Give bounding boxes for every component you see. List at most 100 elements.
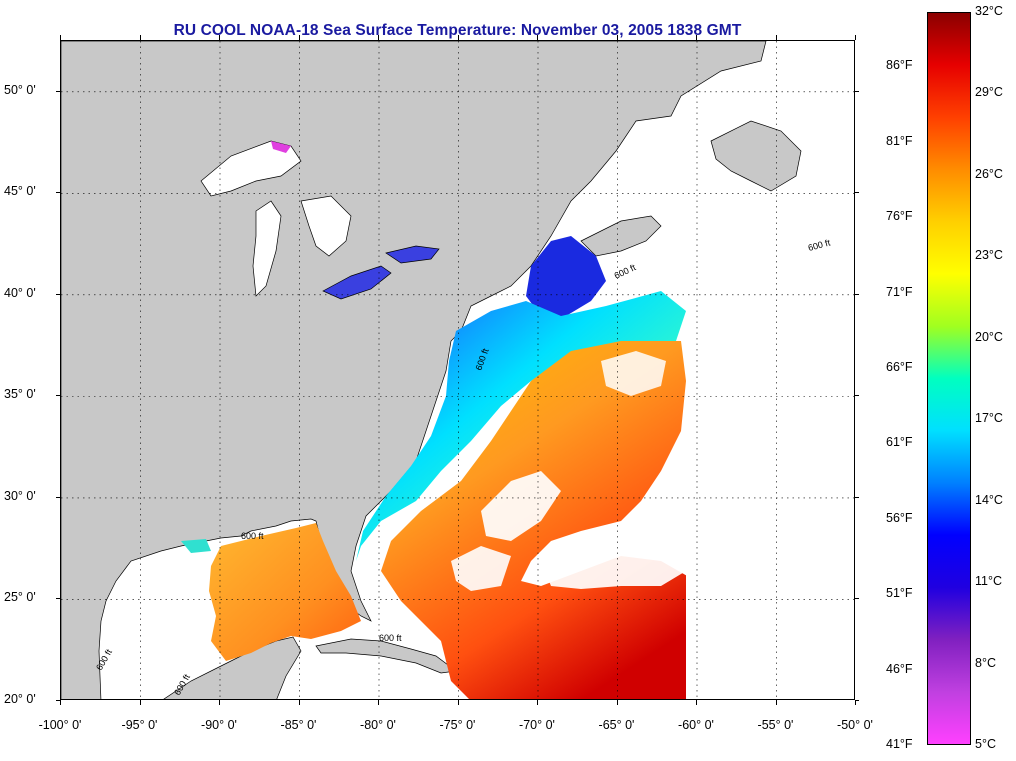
colorbar-fahrenheit-label: 66°F — [886, 359, 913, 374]
colorbar-celsius-label: 23°C — [975, 248, 1003, 263]
lon-tick-label: -90° 0' — [201, 718, 237, 732]
lon-tick — [60, 35, 61, 40]
lake-superior-patch — [271, 141, 291, 153]
lon-tick-label: -70° 0' — [519, 718, 555, 732]
lake-huron — [300, 195, 352, 257]
temperature-colorbar — [927, 12, 971, 745]
lon-tick — [855, 700, 856, 705]
lat-tick — [56, 700, 60, 701]
lat-tick-label: 40° 0' — [4, 285, 36, 300]
lon-tick-label: -95° 0' — [121, 718, 158, 732]
lon-tick — [298, 35, 300, 40]
colorbar-celsius-label: 20°C — [975, 329, 1003, 344]
land-cuba — [315, 638, 457, 674]
colorbar-fahrenheit-label: 86°F — [886, 58, 913, 73]
lon-tick-label: -85° 0' — [280, 718, 317, 732]
lat-tick — [56, 293, 60, 295]
chart-title: RU COOL NOAA-18 Sea Surface Temperature:… — [173, 22, 742, 39]
lon-tick — [537, 700, 538, 705]
lake-ontario — [385, 245, 440, 264]
lon-tick — [139, 700, 141, 705]
lon-tick — [775, 700, 777, 705]
lat-tick — [855, 293, 859, 295]
lat-tick — [855, 192, 859, 194]
lat-tick — [855, 90, 859, 92]
colorbar-fahrenheit-label: 41°F — [886, 737, 913, 751]
contour-label: 600 ft — [241, 531, 264, 541]
lat-tick — [56, 395, 60, 397]
lon-tick — [616, 700, 618, 705]
lon-tick — [139, 35, 141, 40]
lon-tick — [457, 35, 459, 40]
colorbar-fahrenheit-label: 51°F — [886, 586, 913, 601]
lon-tick-label: -50° 0' — [837, 718, 873, 732]
colorbar-celsius-label: 26°C — [975, 166, 1003, 181]
lon-tick — [775, 35, 777, 40]
lon-tick — [378, 35, 379, 40]
colorbar-fahrenheit-label: 81°F — [886, 133, 913, 148]
lon-tick-label: -65° 0' — [598, 718, 635, 732]
sst-shelf — [356, 291, 686, 561]
lat-tick — [855, 395, 859, 397]
sst-map: 600 ft 600 ft 600 ft 600 ft 600 ft 600 f… — [60, 40, 855, 700]
colorbar-celsius-label: 14°C — [975, 492, 1003, 507]
lat-tick — [855, 700, 859, 701]
lon-tick — [219, 35, 220, 40]
land-yucatan — [163, 636, 302, 699]
colorbar-celsius-label: 5°C — [975, 737, 996, 751]
colorbar-celsius-label: 11°C — [975, 574, 1003, 589]
contour-label: 600 ft — [807, 237, 832, 253]
sst-gulf-coast-cyan — [181, 539, 211, 553]
lat-tick-label: 45° 0' — [4, 184, 36, 199]
land-nova-scotia — [580, 215, 662, 257]
lon-tick — [457, 700, 459, 705]
lon-tick — [378, 700, 379, 705]
cloud-mask-1 — [481, 471, 561, 541]
lon-tick — [696, 700, 697, 705]
cloud-mask-2 — [541, 546, 686, 589]
colorbar-celsius-label: 17°C — [975, 411, 1003, 426]
lon-tick — [616, 35, 618, 40]
lat-tick-label: 35° 0' — [4, 387, 36, 402]
contour-label: 600 ft — [379, 633, 402, 643]
no-data-east — [686, 281, 854, 699]
cloud-mask-4 — [451, 546, 511, 591]
land-north-america — [61, 41, 767, 699]
sst-atlantic — [381, 341, 713, 699]
lon-tick — [298, 700, 300, 705]
colorbar-fahrenheit-label: 56°F — [886, 510, 913, 525]
colorbar-celsius-label: 8°C — [975, 655, 996, 670]
lat-tick — [56, 496, 60, 498]
land-newfoundland — [710, 120, 802, 192]
contour-label: 600 ft — [613, 262, 638, 281]
lat-tick-label: 25° 0' — [4, 590, 36, 605]
lon-tick — [696, 35, 697, 40]
lat-tick — [855, 496, 859, 498]
colorbar-celsius-label: 32°C — [975, 4, 1003, 18]
colorbar-fahrenheit-label: 46°F — [886, 661, 913, 676]
lon-tick-label: -55° 0' — [757, 718, 794, 732]
lat-tick-label: 20° 0' — [4, 692, 36, 706]
sst-gulf-of-maine — [526, 236, 606, 316]
lon-tick — [219, 700, 220, 705]
lon-tick-label: -80° 0' — [360, 718, 396, 732]
colorbar-fahrenheit-label: 71°F — [886, 284, 913, 299]
lake-erie — [322, 265, 392, 300]
lon-tick-label: -75° 0' — [439, 718, 476, 732]
sst-gulf-of-mexico — [209, 523, 361, 661]
lon-tick — [855, 35, 856, 40]
lat-tick — [56, 90, 60, 92]
lon-tick-label: -100° 0' — [38, 718, 82, 732]
colorbar-celsius-label: 29°C — [975, 85, 1003, 100]
lon-tick-label: -60° 0' — [678, 718, 714, 732]
lat-tick — [56, 598, 60, 600]
lat-tick — [56, 192, 60, 194]
colorbar-fahrenheit-label: 61°F — [886, 435, 913, 450]
lake-michigan — [252, 200, 282, 297]
lat-tick-label: 30° 0' — [4, 488, 36, 503]
lat-tick — [855, 598, 859, 600]
lat-tick-label: 50° 0' — [4, 82, 36, 97]
colorbar-fahrenheit-label: 76°F — [886, 209, 913, 224]
cloud-mask-3 — [601, 351, 666, 396]
lon-tick — [537, 35, 538, 40]
